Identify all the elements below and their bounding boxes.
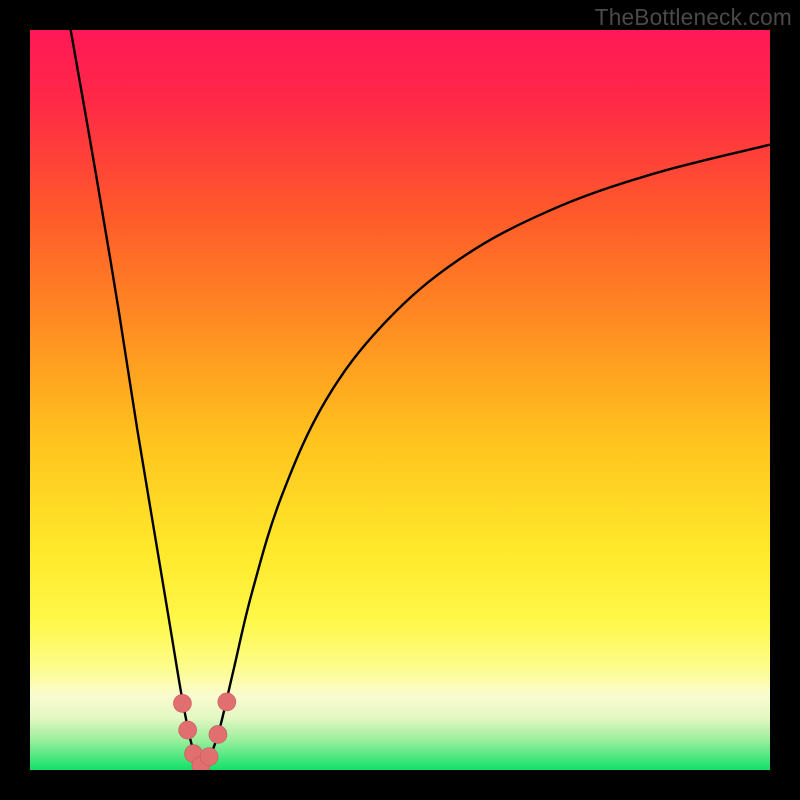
dip-marker bbox=[209, 725, 227, 743]
dip-marker bbox=[173, 694, 191, 712]
dip-marker bbox=[218, 693, 236, 711]
dip-marker bbox=[179, 721, 197, 739]
dip-marker bbox=[200, 748, 218, 766]
gradient-background bbox=[30, 30, 770, 770]
watermark-text: TheBottleneck.com bbox=[595, 4, 792, 31]
bottleneck-chart bbox=[0, 0, 800, 800]
